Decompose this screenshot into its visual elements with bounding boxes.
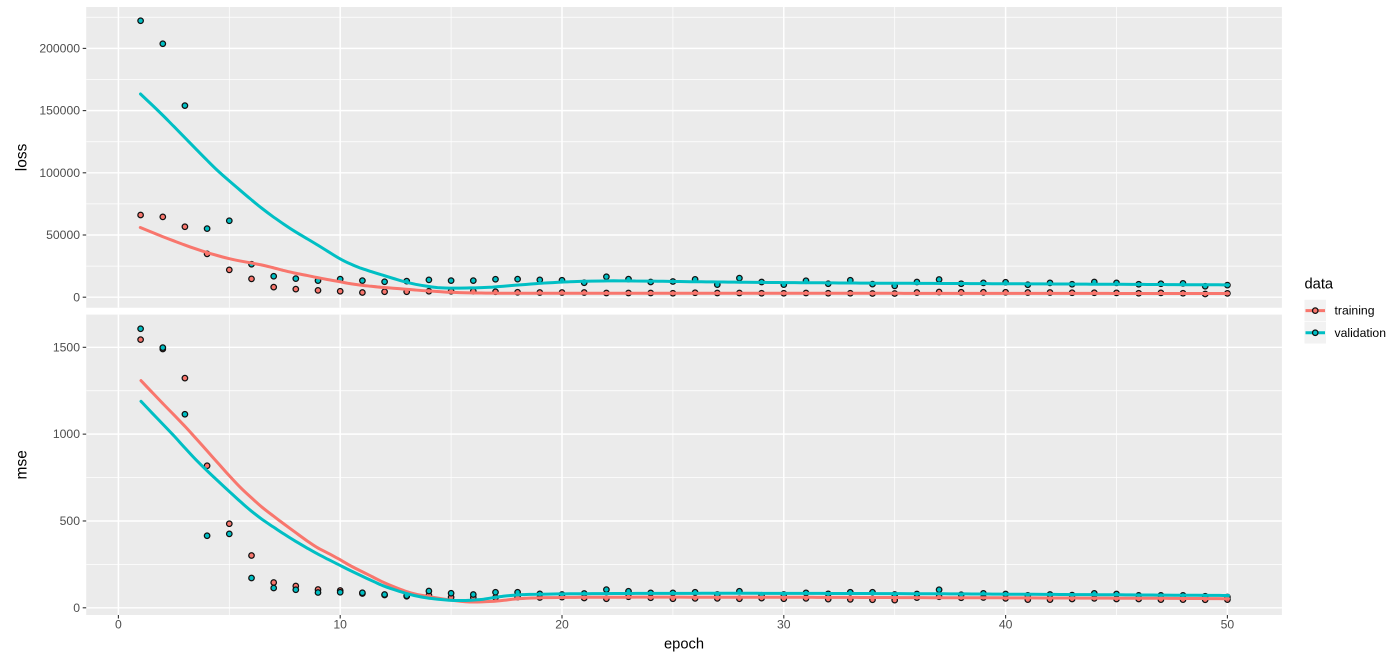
- svg-text:training: training: [1335, 304, 1375, 318]
- svg-text:epoch: epoch: [664, 637, 704, 653]
- svg-text:1500: 1500: [53, 340, 80, 354]
- svg-text:200000: 200000: [39, 42, 80, 56]
- svg-text:0: 0: [73, 601, 80, 615]
- svg-text:mse: mse: [14, 450, 31, 479]
- svg-text:40: 40: [999, 618, 1013, 632]
- svg-text:0: 0: [115, 618, 122, 632]
- svg-text:validation: validation: [1335, 326, 1387, 340]
- svg-text:loss: loss: [14, 143, 31, 171]
- svg-text:20: 20: [555, 618, 569, 632]
- svg-text:50: 50: [1221, 618, 1235, 632]
- svg-text:1000: 1000: [53, 427, 80, 441]
- svg-text:50000: 50000: [46, 228, 80, 242]
- svg-text:30: 30: [777, 618, 791, 632]
- svg-text:10: 10: [333, 618, 347, 632]
- svg-text:100000: 100000: [39, 166, 80, 180]
- svg-text:data: data: [1305, 276, 1334, 292]
- svg-text:500: 500: [60, 514, 81, 528]
- svg-text:150000: 150000: [39, 104, 80, 118]
- svg-text:0: 0: [73, 290, 80, 304]
